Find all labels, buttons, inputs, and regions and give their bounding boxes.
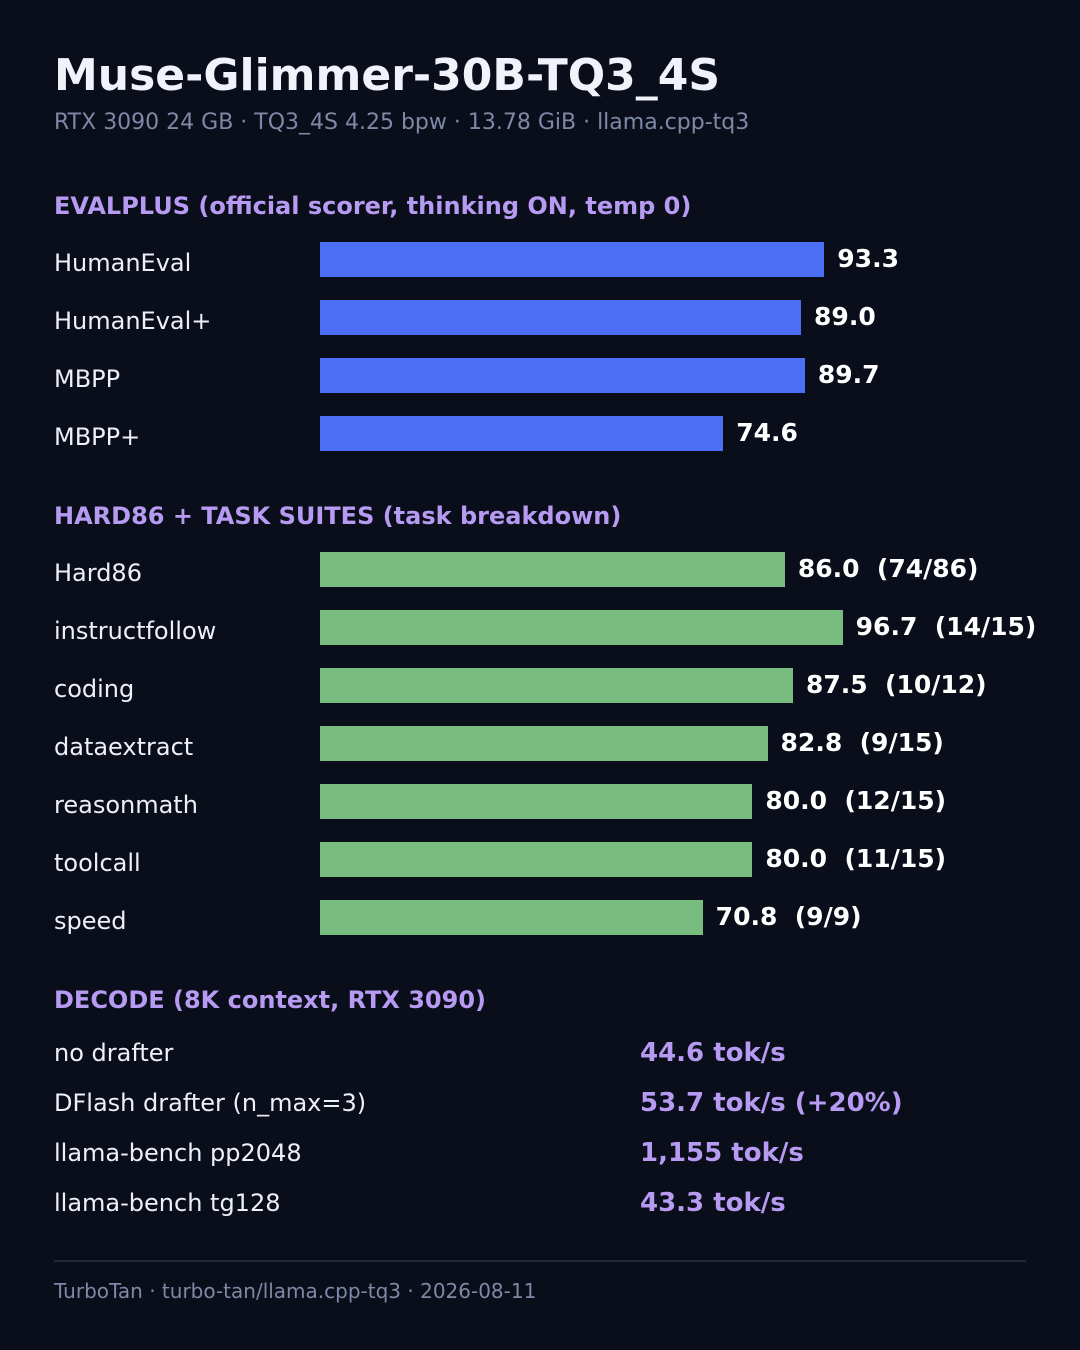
bar-value-label: 80.0 (11/15) [765,844,947,873]
bar [320,300,802,335]
bar-category-label: dataextract [54,733,194,761]
task-bar-row: instructfollow 96.7 (14/15) [54,610,1080,645]
bar-value-label: 80.0 (12/15) [765,786,947,815]
task-bar-row: dataextract 82.8 (9/15) [54,726,1080,761]
bar-category-label: toolcall [54,849,141,877]
bar [320,668,793,703]
bar-category-label: MBPP [54,365,121,393]
bar-category-label: reasonmath [54,791,198,819]
bar [320,610,843,645]
bar [320,242,825,277]
bar-value-label: 74.6 [736,418,798,447]
footer-text: TurboTan · turbo-tan/llama.cpp-tq3 · 202… [54,1279,537,1303]
bar-category-label: coding [54,675,135,703]
bar [320,552,785,587]
task-bar-row: toolcall 80.0 (11/15) [54,842,1080,877]
task-suites-section-title: HARD86 + TASK SUITES (task breakdown) [54,502,622,530]
bar-category-label: Hard86 [54,559,142,587]
bar [320,416,724,451]
bar [320,900,703,935]
bar [320,842,753,877]
decode-stat-value: 43.3 tok/s [640,1188,786,1218]
chart-subtitle: RTX 3090 24 GB · TQ3_4S 4.25 bpw · 13.78… [54,110,750,135]
task-bar-row: Hard86 86.0 (74/86) [54,552,1080,587]
task-bar-row: coding 87.5 (10/12) [54,668,1080,703]
bar [320,784,753,819]
bar-value-label: 96.7 (14/15) [855,612,1037,641]
decode-stat-value: 53.7 tok/s (+20%) [640,1088,903,1118]
decode-stat-label: no drafter [54,1039,174,1067]
bar-category-label: HumanEval [54,249,192,277]
decode-stat-row: llama-bench pp2048 1,155 tok/s [54,1137,1054,1169]
decode-stat-row: no drafter 44.6 tok/s [54,1037,1054,1069]
decode-stat-label: DFlash drafter (n_max=3) [54,1089,367,1117]
bar-value-label: 89.7 [817,360,880,389]
footer-divider [54,1260,1026,1262]
evalplus-bar-row: MBPP 89.7 [54,358,1080,393]
evalplus-section-title: EVALPLUS (official scorer, thinking ON, … [54,192,692,220]
decode-stat-label: llama-bench pp2048 [54,1139,302,1167]
task-bar-row: reasonmath 80.0 (12/15) [54,784,1080,819]
bar [320,358,805,393]
decode-stat-row: llama-bench tg128 43.3 tok/s [54,1187,1054,1219]
evalplus-bar-row: MBPP+ 74.6 [54,416,1080,451]
bar-value-label: 70.8 (9/9) [715,902,862,931]
bar-value-label: 89.0 [814,302,876,331]
decode-stat-label: llama-bench tg128 [54,1189,281,1217]
decode-section-title: DECODE (8K context, RTX 3090) [54,986,486,1014]
bar-value-label: 86.0 (74/86) [797,554,979,583]
evalplus-bar-row: HumanEval+ 89.0 [54,300,1080,335]
decode-stat-value: 44.6 tok/s [640,1038,786,1068]
bar-value-label: 82.8 (9/15) [780,728,944,757]
bar [320,726,768,761]
chart-title: Muse-Glimmer-30B-TQ3_4S [54,50,721,101]
bar-value-label: 87.5 (10/12) [805,670,987,699]
decode-stat-value: 1,155 tok/s [640,1138,804,1168]
bar-value-label: 93.3 [837,244,899,273]
bar-category-label: speed [54,907,127,935]
evalplus-bar-row: HumanEval 93.3 [54,242,1080,277]
task-bar-row: speed 70.8 (9/9) [54,900,1080,935]
decode-stat-row: DFlash drafter (n_max=3) 53.7 tok/s (+20%… [54,1087,1054,1119]
bar-category-label: MBPP+ [54,423,141,451]
bar-category-label: HumanEval+ [54,307,212,335]
bar-category-label: instructfollow [54,617,217,645]
